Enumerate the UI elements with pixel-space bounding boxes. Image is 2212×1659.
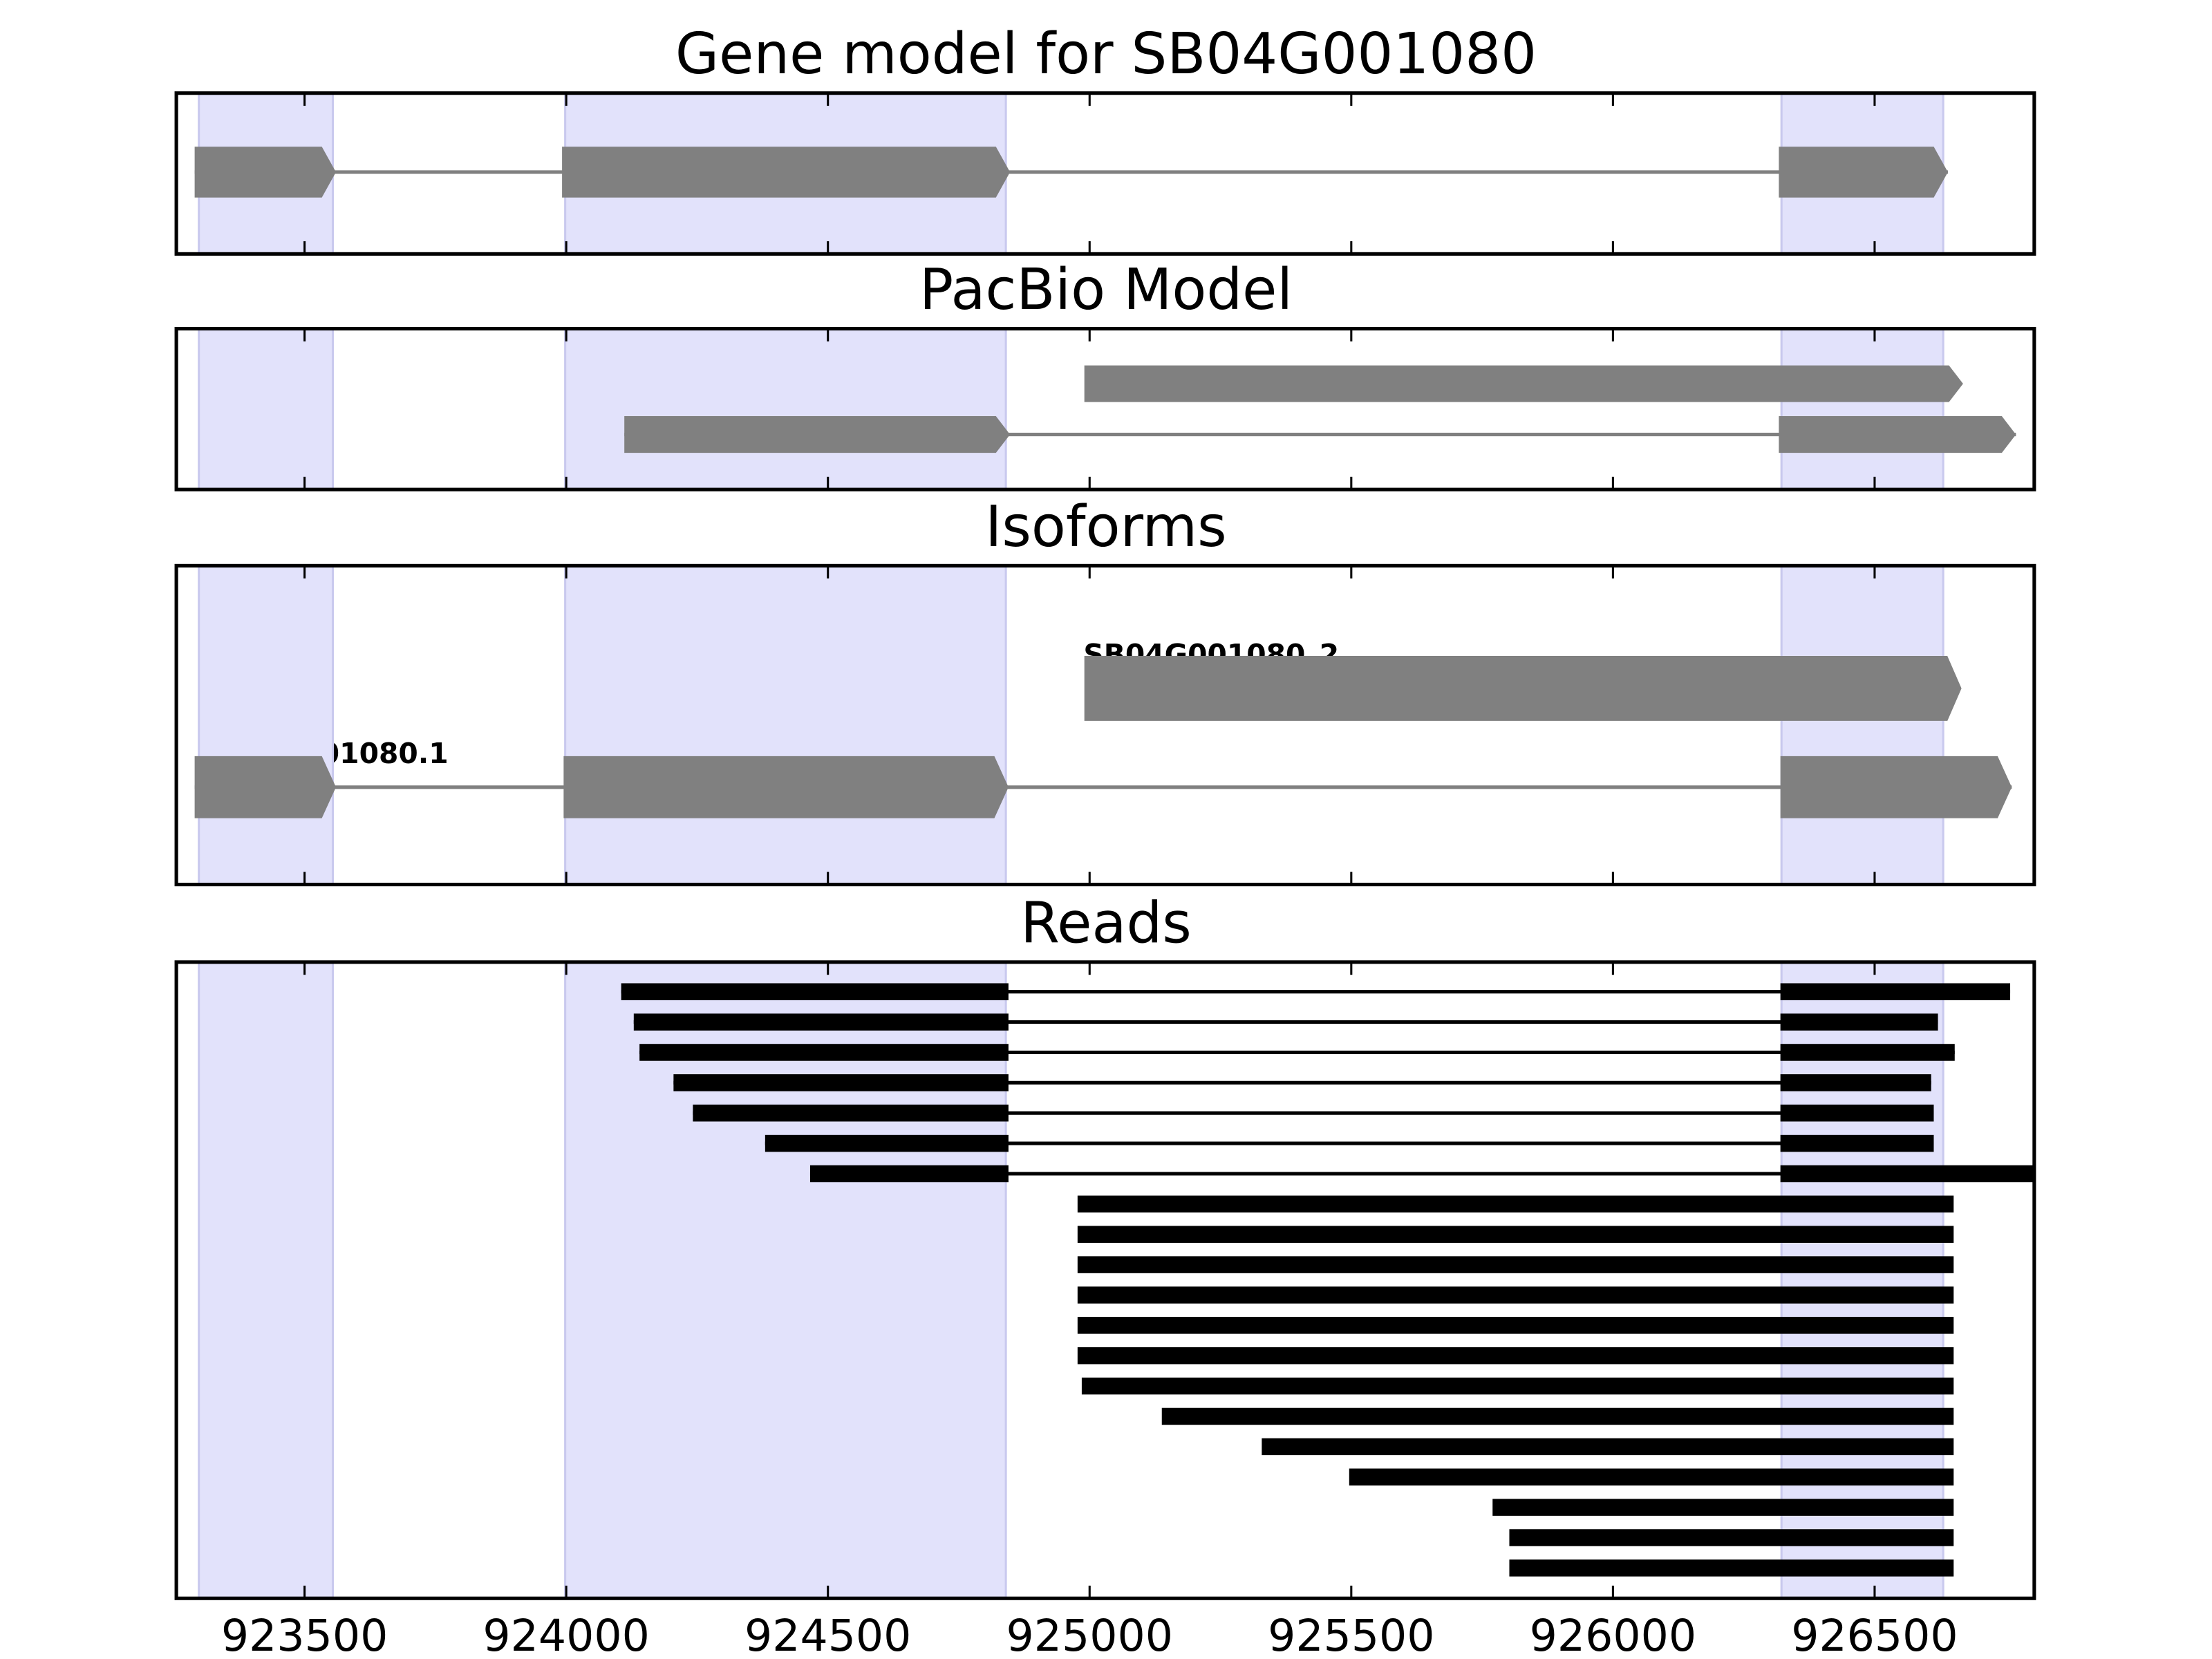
- read-exon: [1081, 1377, 1954, 1395]
- shaded-exon-region: [1780, 565, 1944, 885]
- panel-content: [198, 962, 2034, 1599]
- read-exon: [1349, 1468, 1954, 1485]
- shaded-exon-region: [564, 962, 1007, 1599]
- x-tick-label: 923500: [221, 1610, 388, 1659]
- panel-title-reads: Reads: [1020, 890, 1192, 956]
- shaded-exon-region: [198, 328, 335, 490]
- shaded-exon-region: [1780, 328, 1944, 490]
- read-exon: [1780, 1134, 1934, 1152]
- panel-content: [198, 328, 2016, 490]
- panel-title-isoforms: Isoforms: [985, 494, 1226, 560]
- read-exon: [621, 983, 1009, 1000]
- read-exon: [1509, 1559, 1954, 1577]
- read-exon: [1780, 983, 2011, 1000]
- read-exon: [1077, 1195, 1954, 1213]
- read-exon: [693, 1104, 1009, 1122]
- pacbio-track-exon: [624, 416, 1011, 453]
- shaded-exon-region: [564, 328, 1007, 490]
- read-exon: [1780, 1165, 2034, 1183]
- x-tick-label: 925000: [1006, 1610, 1173, 1659]
- panel-2: [174, 563, 2036, 887]
- isoform-track-exon: [194, 756, 337, 818]
- isoform-track-exon: [563, 756, 1009, 818]
- panel-frame: [174, 960, 2036, 1600]
- gene-model-exon: [562, 147, 1011, 198]
- shaded-exon-region: [198, 962, 335, 1599]
- pacbio-track-exon: [1084, 365, 1963, 402]
- gene-model-exon: [1779, 147, 1948, 198]
- read-exon: [809, 1165, 1009, 1183]
- x-tick-label: 925500: [1268, 1610, 1434, 1659]
- read-exon: [1780, 1104, 1934, 1122]
- read-exon: [1780, 1013, 1938, 1031]
- read-exon: [639, 1044, 1009, 1061]
- panel-title-gene-model: Gene model for SB04G001080: [675, 21, 1537, 87]
- shaded-exon-region: [1780, 962, 1944, 1599]
- panel-1: [174, 326, 2036, 491]
- gene-model-exon: [194, 147, 337, 198]
- read-exon: [1077, 1226, 1954, 1243]
- isoform-track-exon: [1084, 655, 1962, 721]
- read-exon: [1077, 1317, 1954, 1334]
- x-tick-label: 926500: [1791, 1610, 1958, 1659]
- read-exon: [1077, 1256, 1954, 1273]
- panel-frame: [174, 91, 2036, 256]
- shaded-exon-region: [564, 565, 1007, 885]
- panel-frame: [174, 326, 2036, 491]
- read-exon: [633, 1013, 1009, 1031]
- read-exon: [1077, 1347, 1954, 1365]
- shaded-exon-region: [198, 565, 335, 885]
- read-exon: [1492, 1499, 1954, 1516]
- read-exon: [1509, 1529, 1954, 1546]
- read-exon: [1161, 1407, 1954, 1425]
- x-tick-label: 926000: [1530, 1610, 1696, 1659]
- panel-title-pacbio: PacBio Model: [919, 257, 1293, 323]
- read-exon: [1780, 1044, 1955, 1061]
- read-exon: [1262, 1438, 1954, 1456]
- x-tick-label: 924000: [482, 1610, 649, 1659]
- isoform-track-exon: [1780, 756, 2012, 818]
- read-exon: [1077, 1286, 1954, 1304]
- panel-content: [194, 93, 1948, 254]
- panel-content: [194, 565, 2012, 885]
- x-tick-label: 924500: [744, 1610, 911, 1659]
- pacbio-track-exon: [1779, 416, 2016, 453]
- panel-frame: [174, 563, 2036, 887]
- panel-3: [174, 960, 2036, 1600]
- panel-0: [174, 91, 2036, 256]
- read-exon: [765, 1134, 1009, 1152]
- read-exon: [673, 1074, 1009, 1091]
- read-exon: [1780, 1074, 1931, 1091]
